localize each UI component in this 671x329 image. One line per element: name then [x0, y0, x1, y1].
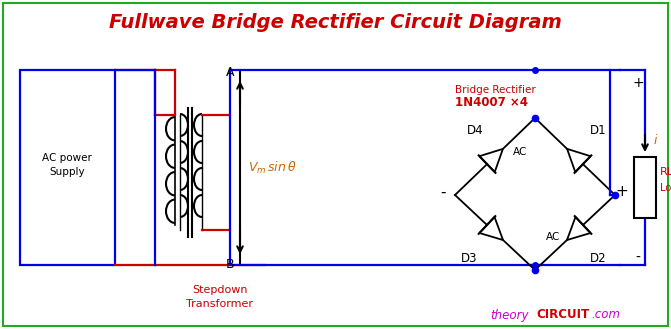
Bar	[634, 157, 656, 218]
Text: A: A	[225, 65, 234, 79]
Text: D4: D4	[467, 123, 483, 137]
Text: +: +	[632, 76, 643, 90]
Text: theory: theory	[490, 309, 529, 321]
Text: Load Resistor: Load Resistor	[660, 183, 671, 193]
Text: Stepdown: Stepdown	[193, 285, 248, 295]
Text: CIRCUIT: CIRCUIT	[536, 309, 589, 321]
Text: .com: .com	[591, 309, 620, 321]
Text: AC: AC	[513, 147, 527, 157]
Text: Fullwave Bridge Rectifier Circuit Diagram: Fullwave Bridge Rectifier Circuit Diagra…	[109, 13, 562, 32]
Text: D3: D3	[461, 251, 477, 265]
Text: Bridge Rectifier: Bridge Rectifier	[455, 85, 535, 95]
Text: 1N4007 ×4: 1N4007 ×4	[455, 96, 528, 110]
Text: $V_m\,\mathit{sin}\,\theta$: $V_m\,\mathit{sin}\,\theta$	[248, 160, 297, 176]
Text: -: -	[440, 185, 446, 199]
Text: AC power: AC power	[42, 153, 92, 163]
Bar	[20, 70, 115, 265]
Text: D1: D1	[590, 123, 607, 137]
Text: RL: RL	[660, 167, 671, 177]
Text: Supply: Supply	[49, 167, 85, 177]
Text: $i$: $i$	[653, 133, 658, 147]
Text: +: +	[615, 185, 628, 199]
Text: Transformer: Transformer	[187, 299, 254, 309]
Text: D2: D2	[590, 251, 607, 265]
Text: -: -	[635, 251, 640, 265]
Text: B: B	[225, 259, 234, 271]
Text: AC: AC	[546, 232, 560, 242]
